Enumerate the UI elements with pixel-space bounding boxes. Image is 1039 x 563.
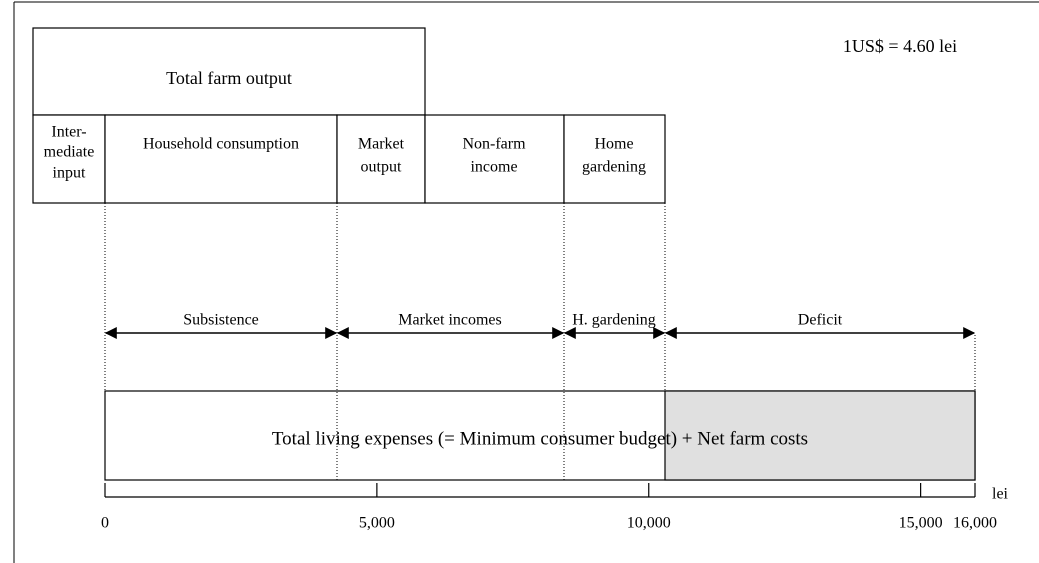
- tick-label: 5,000: [359, 515, 395, 532]
- axis-ticks: 0 5,000 10,000 15,000 16,000: [101, 483, 997, 532]
- component-label: Market: [358, 136, 405, 153]
- segment-label: Subsistence: [183, 312, 259, 329]
- component-row: Inter- mediate input Household consumpti…: [32, 114, 666, 204]
- component-label: Home: [594, 136, 633, 153]
- component-label: income: [470, 159, 517, 176]
- component-label: Inter-: [51, 124, 86, 141]
- component-label: Non-farm: [462, 136, 526, 153]
- segment-label: Deficit: [798, 312, 843, 329]
- tick-label: 0: [101, 515, 109, 532]
- deficit-box: [664, 390, 976, 481]
- bottom-box-label: Total living expenses (= Minimum consume…: [272, 428, 808, 449]
- component-box: [32, 114, 106, 204]
- component-label: input: [53, 165, 86, 182]
- tick-label: 15,000: [899, 515, 943, 532]
- component-label: gardening: [582, 159, 646, 176]
- component-box: [104, 114, 338, 204]
- segment-label: H. gardening: [572, 312, 656, 329]
- top-box: [32, 27, 426, 116]
- component-box: [336, 114, 426, 204]
- component-label: Household consumption: [143, 136, 299, 153]
- exchange-rate: 1US$ = 4.60 lei: [843, 36, 957, 56]
- tick-label: 16,000: [953, 515, 997, 532]
- component-label: output: [361, 159, 402, 176]
- segment-label: Market incomes: [398, 312, 502, 329]
- tick-label: 10,000: [627, 515, 671, 532]
- top-box-label: Total farm output: [166, 68, 292, 88]
- component-label: mediate: [44, 144, 95, 161]
- component-box: [424, 114, 565, 204]
- axis-unit: lei: [992, 486, 1009, 503]
- component-box: [563, 114, 666, 204]
